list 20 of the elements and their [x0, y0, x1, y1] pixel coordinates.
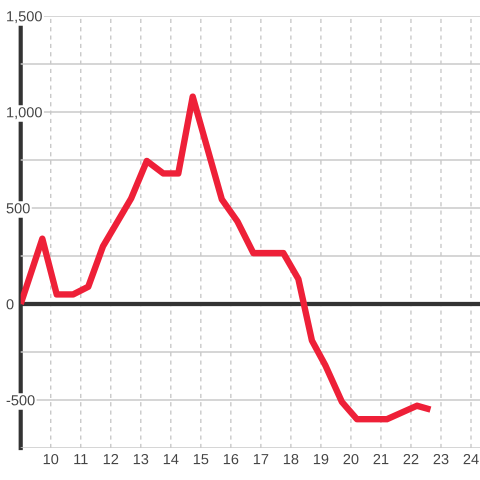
x-tick-label: 12 — [104, 454, 118, 464]
x-tick-label: 21 — [374, 454, 388, 464]
x-tick-label: 17 — [254, 454, 268, 464]
x-tick-label: 15 — [194, 454, 208, 464]
x-tick-label: 13 — [134, 454, 148, 464]
x-tick-label: 22 — [404, 454, 418, 464]
x-tick-label: 11 — [74, 454, 88, 464]
x-tick-label: 10 — [44, 454, 58, 464]
x-tick-label: 14 — [164, 454, 178, 464]
x-tick-label: 23 — [434, 454, 448, 464]
x-tick-label: 18 — [284, 454, 298, 464]
y-tick-label: 1,500 — [7, 11, 42, 24]
x-tick-label: 20 — [344, 454, 358, 464]
y-tick-label: 1,000 — [7, 107, 42, 120]
x-tick-label: 24 — [464, 454, 479, 464]
y-tick-label: -500 — [6, 395, 35, 406]
y-tick-label: 0 — [6, 299, 14, 310]
x-tick-label: 19 — [314, 454, 328, 464]
y-tick-label: 500 — [6, 203, 30, 214]
x-tick-label: 16 — [224, 454, 238, 464]
